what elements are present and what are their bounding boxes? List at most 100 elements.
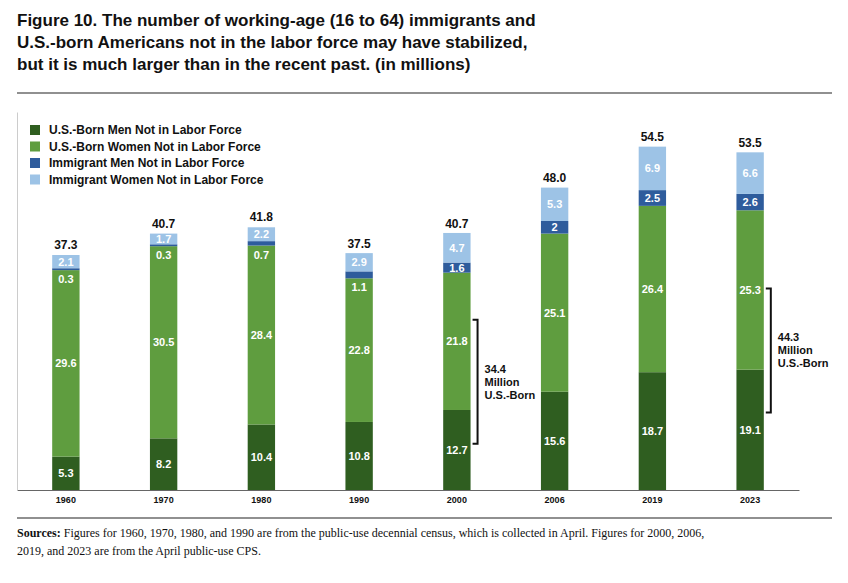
bar-segment <box>443 410 470 490</box>
legend-label: U.S.-Born Women Not in Labor Force <box>49 140 261 154</box>
x-tick-label: 2023 <box>740 495 760 505</box>
data-label: 6.6 <box>742 167 757 179</box>
x-axis-line <box>18 490 800 491</box>
data-label: 0.3 <box>156 249 171 261</box>
data-label: 15.6 <box>544 435 565 447</box>
legend-swatch <box>30 125 40 135</box>
source: Sources: Figures for 1960, 1970, 1980, a… <box>17 526 704 540</box>
y-axis <box>17 113 18 491</box>
data-label: 10.4 <box>251 451 273 463</box>
bracket <box>766 288 771 412</box>
data-label: 29.6 <box>55 357 76 369</box>
data-label: 2.6 <box>742 196 757 208</box>
data-label: 25.3 <box>739 284 760 296</box>
data-label: 12.7 <box>446 444 467 456</box>
annotation: U.S.-Born <box>485 389 536 401</box>
bar-segment <box>52 270 79 456</box>
x-tick-label: 2006 <box>545 495 565 505</box>
x-tick-label: 1970 <box>154 495 174 505</box>
bar-segment <box>541 392 568 490</box>
bar-segment <box>150 234 177 245</box>
data-label: 1.6 <box>449 262 464 274</box>
annotation: U.S.-Born <box>778 357 829 369</box>
bar-segment <box>443 273 470 410</box>
x-tick: 2006 <box>545 495 565 505</box>
data-label: 21.8 <box>446 335 467 347</box>
data-label: 0.7 <box>254 249 269 261</box>
total-label: 54.5 <box>641 130 665 144</box>
data-label: 30.5 <box>153 336 174 348</box>
bar-segment <box>639 372 666 490</box>
y-axis-line <box>17 113 18 491</box>
x-tick: 2023 <box>740 495 760 505</box>
title: Figure 10. The number of working-age (16… <box>17 11 536 30</box>
bar-segment <box>248 424 275 490</box>
legend-swatch <box>30 142 40 152</box>
data-label: 2 <box>552 221 558 233</box>
legend-label: Immigrant Women Not in Labor Force <box>49 173 264 187</box>
rule <box>17 92 832 93</box>
data-label: 18.7 <box>642 425 663 437</box>
data-label: 0.3 <box>58 273 73 285</box>
bar-segment <box>150 438 177 490</box>
x-axis: 1960 1970 1980 1990 2000 2006 2019 2023 <box>18 491 800 505</box>
title: U.S.-born Americans not in the labor for… <box>17 33 527 52</box>
data-label: 5.3 <box>547 198 562 210</box>
source-text: 2019, and 2023 are from the April public… <box>17 544 261 558</box>
bar-segment <box>541 221 568 234</box>
data-label: 2.1 <box>58 256 73 268</box>
x-tick: 1990 <box>349 495 369 505</box>
total-label: 37.5 <box>347 237 371 251</box>
data-label: 8.2 <box>156 458 171 470</box>
chart: Figure 10. The number of working-age (16… <box>0 0 848 583</box>
bar-segment <box>443 263 470 273</box>
annotation: Million <box>485 376 520 388</box>
bar-segment <box>736 194 763 210</box>
bracket <box>473 320 478 444</box>
bar-segment <box>345 253 372 271</box>
bar-segment <box>639 206 666 372</box>
bar-segment <box>248 246 275 425</box>
x-tick: 1970 <box>154 495 174 505</box>
bar-segment <box>52 268 79 270</box>
legend-swatch <box>30 158 40 168</box>
bar-segment <box>345 278 372 422</box>
data-label: 10.8 <box>348 450 369 462</box>
x-tick-label: 2000 <box>447 495 467 505</box>
bar-segment <box>639 147 666 190</box>
x-tick: 1980 <box>251 495 271 505</box>
bar-segment <box>639 190 666 206</box>
data-label: 22.8 <box>348 344 369 356</box>
data-label: 1.7 <box>156 233 171 245</box>
bar-segment <box>443 233 470 263</box>
total-label: 48.0 <box>543 171 567 185</box>
x-tick-label: 1980 <box>251 495 271 505</box>
annotation: Million <box>778 344 813 356</box>
bar-segment <box>736 152 763 194</box>
annotation: 44.3 <box>778 331 799 343</box>
data-label: 1.1 <box>351 281 366 293</box>
bar-segment <box>541 234 568 392</box>
data-label: 19.1 <box>739 424 760 436</box>
legend-swatch <box>30 175 40 185</box>
x-tick: 1960 <box>56 495 76 505</box>
bar-segment <box>736 370 763 490</box>
data-label: 2.9 <box>351 256 366 268</box>
source-text: Figures for 1960, 1970, 1980, and 1990 a… <box>61 526 705 540</box>
title: but it is much larger than in the recent… <box>17 55 470 74</box>
bar-segment <box>248 227 275 241</box>
total-label: 37.3 <box>54 238 78 252</box>
data-label: 5.3 <box>58 467 73 479</box>
background <box>0 0 848 583</box>
total-label: 41.8 <box>250 210 274 224</box>
bar-segment <box>345 422 372 490</box>
data-label: 2.2 <box>254 228 269 240</box>
bar-segment <box>736 210 763 369</box>
annotation: 34.4 <box>485 363 507 375</box>
data-label: 6.9 <box>645 162 660 174</box>
bar-segment <box>541 188 568 221</box>
legend-label: U.S.-Born Men Not in Labor Force <box>49 123 242 137</box>
x-tick-label: 1960 <box>56 495 76 505</box>
x-tick-label: 2019 <box>642 495 662 505</box>
bar-segment <box>345 271 372 278</box>
